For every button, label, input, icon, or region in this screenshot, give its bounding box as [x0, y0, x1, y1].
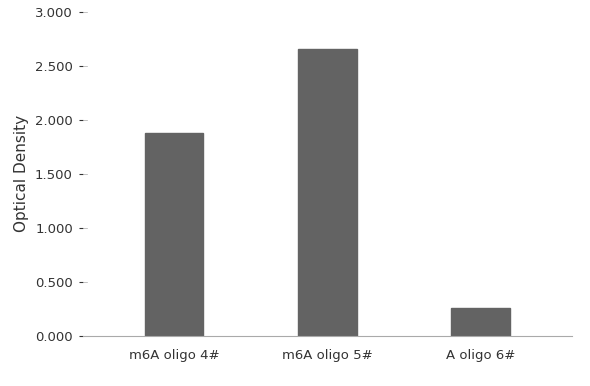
Bar [299, 49, 356, 336]
Bar [145, 133, 204, 336]
Bar [451, 308, 510, 336]
Y-axis label: Optical Density: Optical Density [14, 115, 30, 232]
